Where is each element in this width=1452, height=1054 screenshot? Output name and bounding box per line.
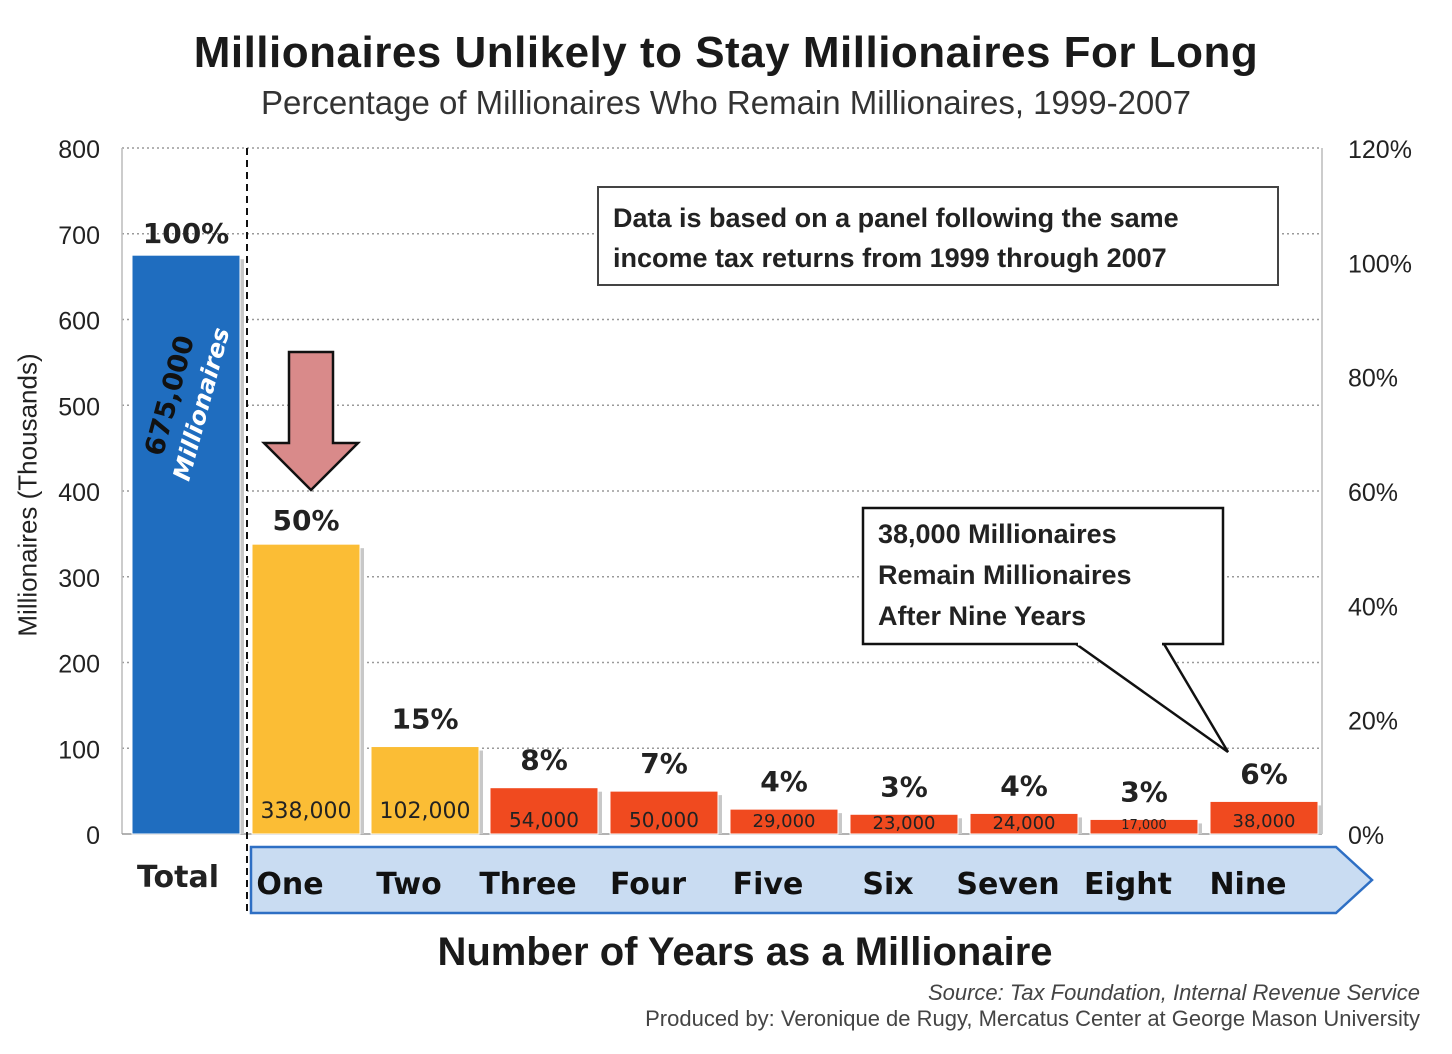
category-label: Two (376, 867, 442, 902)
x-axis-title: Number of Years as a Millionaire (437, 930, 1053, 974)
source-credit: Source: Tax Foundation, Internal Revenue… (927, 980, 1420, 1005)
y-axis-label: Millionaires (Thousands) (12, 353, 43, 637)
percent-label: 7% (640, 747, 688, 780)
callout-text: 38,000 Millionaires Remain Millionaires … (878, 514, 1208, 637)
percent-label: 3% (1120, 775, 1168, 808)
category-label: Nine (1209, 867, 1286, 902)
y2-tick-label: 60% (1348, 479, 1398, 507)
percent-label: 100% (143, 217, 230, 250)
value-label: 38,000 (1233, 811, 1296, 832)
value-label: 29,000 (753, 811, 816, 832)
y2-tick-label: 120% (1348, 136, 1412, 164)
value-label: 50,000 (629, 808, 699, 832)
years-band (249, 845, 1374, 915)
percent-label: 3% (880, 770, 928, 803)
y-tick-label: 100 (58, 736, 100, 764)
bar (729, 808, 839, 835)
bar (251, 543, 361, 835)
bar (1209, 800, 1319, 835)
y2-tick-label: 40% (1348, 593, 1398, 621)
years-band-arrow (249, 845, 1374, 915)
value-label: 23,000 (873, 813, 936, 834)
category-label: Three (479, 867, 576, 902)
percent-label: 4% (1000, 769, 1048, 802)
category-label: Total (137, 860, 219, 895)
y2-tick-label: 0% (1348, 822, 1384, 850)
callout-line-3: After Nine Years (878, 601, 1087, 631)
percent-label: 50% (272, 504, 339, 537)
bar (609, 790, 719, 835)
value-label: 24,000 (993, 813, 1056, 834)
y2-axis-ticks: 0% 20% 40% 60% 80% 100% 120% (1348, 136, 1412, 850)
bar (849, 813, 959, 835)
bar (370, 746, 480, 835)
category-label: Seven (956, 867, 1059, 902)
value-label: 338,000 (261, 799, 352, 824)
y-tick-label: 700 (58, 222, 100, 250)
bars (131, 254, 1322, 835)
category-label: Five (733, 867, 804, 902)
percent-label: 15% (391, 703, 458, 736)
down-arrow-icon (260, 350, 362, 492)
category-label: Eight (1084, 867, 1172, 902)
value-label: 54,000 (509, 808, 579, 832)
callout-line-2: Remain Millionaires (878, 560, 1132, 590)
produced-by-credit: Produced by: Veronique de Rugy, Mercatus… (645, 1006, 1420, 1031)
y-tick-label: 200 (58, 651, 100, 679)
y-tick-label: 0 (86, 822, 100, 850)
bar (969, 812, 1079, 835)
y2-tick-label: 100% (1348, 250, 1412, 278)
decorations (246, 148, 1230, 912)
bar (131, 254, 241, 835)
percent-label: 8% (520, 744, 568, 777)
category-label: Four (610, 867, 686, 902)
callout-line-1: 38,000 Millionaires (878, 519, 1117, 549)
note-line-1: Data is based on a panel following the s… (613, 203, 1179, 233)
callout-box (861, 506, 1225, 646)
bar (489, 787, 599, 835)
category-label: Six (862, 867, 913, 902)
y-tick-label: 400 (58, 479, 100, 507)
percent-label: 6% (1240, 757, 1288, 790)
chart-subtitle: Percentage of Millionaires Who Remain Mi… (261, 84, 1191, 121)
value-label: 102,000 (380, 799, 471, 824)
category-label: One (256, 867, 323, 902)
y-tick-label: 300 (58, 565, 100, 593)
y2-tick-label: 20% (1348, 708, 1398, 736)
y2-tick-label: 80% (1348, 365, 1398, 393)
y-tick-label: 500 (58, 393, 100, 421)
note-line-2: income tax returns from 1999 through 200… (613, 243, 1167, 273)
data-note-box: Data is based on a panel following the s… (597, 186, 1279, 286)
chart-title: Millionaires Unlikely to Stay Millionair… (193, 28, 1259, 77)
y-tick-label: 600 (58, 308, 100, 336)
bar (1089, 818, 1199, 835)
y-axis-ticks: 0 100 200 300 400 500 600 700 800 (58, 136, 100, 850)
callout-pointer (1072, 642, 1230, 754)
value-label: 17,000 (1121, 818, 1167, 833)
y-tick-label: 800 (58, 136, 100, 164)
percent-label: 4% (760, 765, 808, 798)
